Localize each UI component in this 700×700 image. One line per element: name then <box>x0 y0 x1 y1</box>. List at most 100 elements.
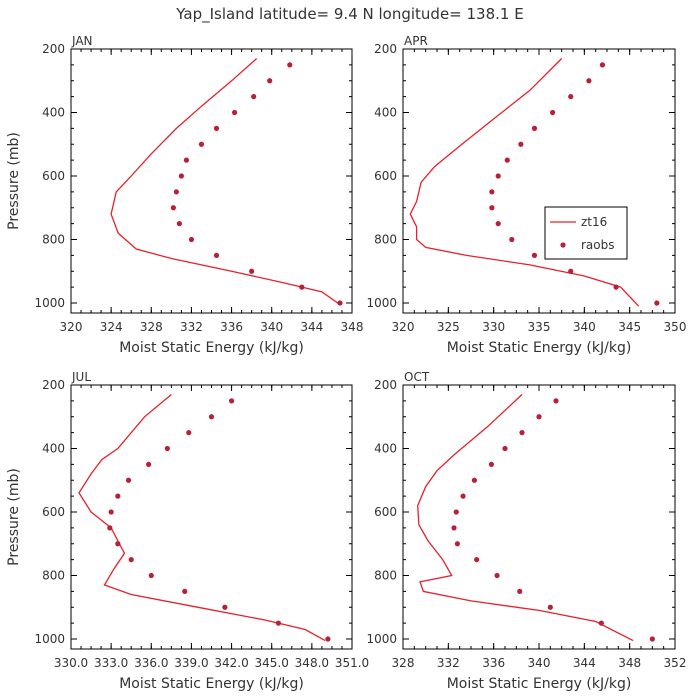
y-tick-label: 1000 <box>366 296 397 310</box>
obs-point <box>198 141 205 147</box>
legend: zt16 raobs <box>544 206 628 260</box>
panel-jan: JAN 320 324 328 332 336 340 344 348 200 400 600 800 1… <box>6 34 363 356</box>
y-tick-label: 200 <box>42 378 65 392</box>
x-tick-label: 340 <box>528 656 551 670</box>
x-tick-label: 335 <box>528 320 551 334</box>
x-tick-label: 330.0 <box>54 656 88 670</box>
obs-point <box>115 541 121 547</box>
obs-point <box>613 284 619 290</box>
obs-point <box>164 445 170 452</box>
x-tick-label: 342.0 <box>214 656 248 670</box>
obs-point <box>213 125 220 131</box>
obs-point <box>453 509 459 515</box>
x-axis-label: Moist Static Energy (kJ/kg) <box>119 676 304 692</box>
obs-point <box>568 268 574 274</box>
obs-point <box>148 572 154 579</box>
obs-point <box>495 173 501 179</box>
obs-point <box>213 252 220 258</box>
x-tick-label: 340 <box>260 320 283 334</box>
plot-frame <box>402 384 676 650</box>
obs-point <box>518 141 524 147</box>
obs-point <box>125 477 132 483</box>
plot-frame <box>70 48 353 314</box>
panel-label: JUL <box>71 370 91 384</box>
obs-point <box>517 588 523 594</box>
obs-point <box>649 636 655 642</box>
obs-point <box>495 221 501 227</box>
obs-point <box>586 78 592 84</box>
x-tick-label: 325 <box>437 320 460 334</box>
panel-jul: JUL 330.0 333.0 336.0 339.0 342.0 345.0 348.0 35… <box>6 370 369 692</box>
y-tick-label: 200 <box>374 378 397 392</box>
obs-point <box>186 430 192 436</box>
y-tick-label: 800 <box>42 569 65 583</box>
series-line-zt16 <box>78 394 326 642</box>
obs-point <box>267 78 273 84</box>
x-tick-label: 348.0 <box>295 656 329 670</box>
obs-point <box>275 620 282 626</box>
x-tick-label: 345 <box>618 320 641 334</box>
legend-label-zt16: zt16 <box>581 215 607 229</box>
y-tick-label: 1000 <box>366 632 397 646</box>
x-tick-label: 344 <box>573 656 596 670</box>
y-tick-label: 800 <box>42 233 65 247</box>
panel-apr: APR 320 325 330 335 340 345 350 200 400 600 800 1000… <box>366 34 686 356</box>
x-tick-label: 336 <box>220 320 243 334</box>
obs-point <box>489 205 495 211</box>
obs-point <box>222 604 228 610</box>
x-tick-label: 328 <box>140 320 163 334</box>
y-tick-label: 800 <box>374 233 397 247</box>
x-tick-label: 345.0 <box>255 656 289 670</box>
x-axis-label: Moist Static Energy (kJ/kg) <box>119 340 304 356</box>
legend-box <box>544 206 628 260</box>
obs-point <box>173 189 179 195</box>
x-tick-label: 340 <box>573 320 596 334</box>
y-tick-label: 600 <box>42 505 65 519</box>
obs-point <box>228 398 235 404</box>
y-tick-label: 400 <box>42 442 65 456</box>
obs-point <box>183 157 190 163</box>
obs-point <box>249 268 255 274</box>
obs-point <box>553 398 559 404</box>
x-tick-label: 344 <box>300 320 323 334</box>
obs-point <box>451 525 457 531</box>
x-tick-label: 336 <box>482 656 505 670</box>
obs-point <box>107 525 113 531</box>
plot-frame <box>402 48 676 314</box>
panel-oct: OCT 328 332 336 340 344 348 352 200 400 600 800 1000… <box>366 370 686 692</box>
obs-point <box>531 125 538 131</box>
y-axis-label: Pressure (mb) <box>6 132 22 230</box>
panel-label: APR <box>404 34 428 48</box>
obs-point <box>231 109 238 116</box>
series-line-zt16 <box>417 394 634 642</box>
obs-point <box>536 414 542 420</box>
obs-point <box>504 157 510 163</box>
y-tick-label: 400 <box>374 442 397 456</box>
x-tick-label: 352 <box>664 656 687 670</box>
obs-point <box>176 221 182 227</box>
x-tick-label: 328 <box>392 656 415 670</box>
obs-point <box>454 541 460 547</box>
y-tick-label: 1000 <box>34 632 65 646</box>
x-tick-label: 351.0 <box>335 656 369 670</box>
obs-point <box>325 636 331 642</box>
obs-point <box>598 620 604 626</box>
obs-point <box>519 430 525 436</box>
obs-point <box>251 94 257 100</box>
panel-label: JAN <box>71 34 93 48</box>
obs-point <box>568 94 574 100</box>
y-tick-label: 600 <box>374 505 397 519</box>
panel-label: OCT <box>404 370 430 384</box>
y-tick-label: 200 <box>374 42 397 56</box>
x-tick-label: 332 <box>437 656 460 670</box>
obs-point <box>170 205 176 211</box>
obs-point <box>208 414 215 420</box>
y-tick-label: 400 <box>42 106 65 120</box>
obs-point <box>178 173 184 179</box>
y-tick-label: 200 <box>42 42 65 56</box>
y-tick-label: 1000 <box>34 296 65 310</box>
obs-point <box>489 189 495 195</box>
legend-label-raobs: raobs <box>581 238 615 252</box>
obs-point <box>299 284 305 290</box>
